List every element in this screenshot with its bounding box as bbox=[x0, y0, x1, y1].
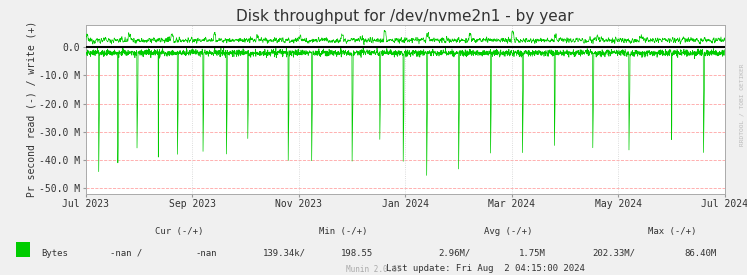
Text: Cur (-/+): Cur (-/+) bbox=[155, 227, 203, 236]
Title: Disk throughput for /dev/nvme2n1 - by year: Disk throughput for /dev/nvme2n1 - by ye… bbox=[237, 9, 574, 24]
Text: Bytes: Bytes bbox=[41, 249, 68, 258]
Text: 86.40M: 86.40M bbox=[685, 249, 717, 258]
Text: -nan /: -nan / bbox=[110, 249, 142, 258]
Text: Last update: Fri Aug  2 04:15:00 2024: Last update: Fri Aug 2 04:15:00 2024 bbox=[386, 264, 585, 273]
Text: Munin 2.0.67: Munin 2.0.67 bbox=[346, 265, 401, 274]
Text: Min (-/+): Min (-/+) bbox=[320, 227, 368, 236]
Text: 202.33M/: 202.33M/ bbox=[592, 249, 635, 258]
Text: RRDTOOL / TOBI OETIKER: RRDTOOL / TOBI OETIKER bbox=[740, 63, 745, 146]
Text: -nan: -nan bbox=[195, 249, 217, 258]
Text: Max (-/+): Max (-/+) bbox=[648, 227, 696, 236]
Y-axis label: Pr second read (-) / write (+): Pr second read (-) / write (+) bbox=[26, 21, 37, 197]
Text: Avg (-/+): Avg (-/+) bbox=[484, 227, 532, 236]
Text: 2.96M/: 2.96M/ bbox=[438, 249, 471, 258]
Text: 198.55: 198.55 bbox=[341, 249, 374, 258]
Text: 1.75M: 1.75M bbox=[518, 249, 545, 258]
Text: 139.34k/: 139.34k/ bbox=[263, 249, 306, 258]
